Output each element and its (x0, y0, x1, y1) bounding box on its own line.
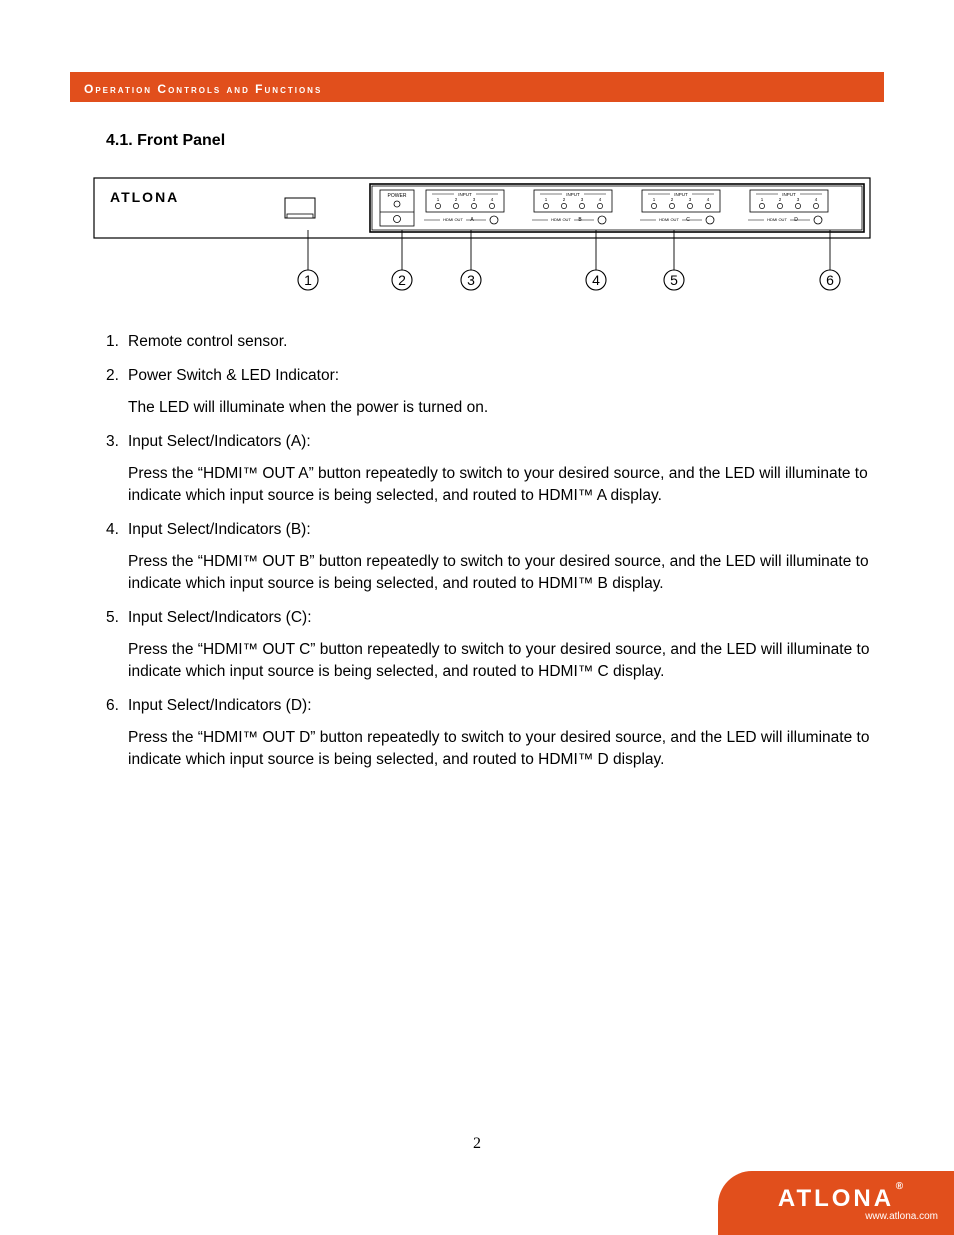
section-header-text: Operation Controls and Functions (84, 82, 322, 96)
front-panel-svg: ATLONAPOWERINPUT1234 HDMI OUTAINPUT1234 … (90, 172, 874, 302)
svg-text:POWER: POWER (388, 193, 407, 199)
svg-text:INPUT: INPUT (674, 192, 688, 197)
list-item-body: Press the “HDMI™ OUT B” button repeatedl… (128, 551, 884, 595)
svg-text:4: 4 (592, 272, 600, 288)
list-item-number: 2. (106, 365, 128, 387)
svg-text:INPUT: INPUT (458, 192, 472, 197)
list-item-body: Press the “HDMI™ OUT A” button repeatedl… (128, 463, 884, 507)
svg-text:INPUT: INPUT (782, 192, 796, 197)
list-item-number: 3. (106, 431, 128, 453)
svg-text:D: D (794, 217, 798, 223)
svg-text:6: 6 (826, 272, 834, 288)
section-header-bar: Operation Controls and Functions (70, 72, 884, 102)
footer-badge: ATLONA ® www.atlona.com (718, 1171, 954, 1235)
svg-text:5: 5 (670, 272, 678, 288)
list-item: 1.Remote control sensor. (106, 331, 884, 353)
list-item-number: 1. (106, 331, 128, 353)
svg-text:HDMI OUT: HDMI OUT (443, 217, 463, 222)
list-item-title: Input Select/Indicators (B): (128, 519, 884, 541)
svg-text:INPUT: INPUT (566, 192, 580, 197)
list-item: 4.Input Select/Indicators (B): (106, 519, 884, 541)
svg-text:ATLONA: ATLONA (110, 189, 179, 205)
list-item-body: The LED will illuminate when the power i… (128, 397, 884, 419)
list-item: 6.Input Select/Indicators (D): (106, 695, 884, 717)
list-item-body: Press the “HDMI™ OUT C” button repeatedl… (128, 639, 884, 683)
svg-text:1: 1 (304, 272, 312, 288)
svg-text:3: 3 (467, 272, 475, 288)
list-item: 2.Power Switch & LED Indicator: (106, 365, 884, 387)
list-item-number: 6. (106, 695, 128, 717)
list-item-title: Input Select/Indicators (D): (128, 695, 884, 717)
list-item-title: Remote control sensor. (128, 331, 884, 353)
list-item-title: Input Select/Indicators (A): (128, 431, 884, 453)
footer-brand: ATLONA ® (778, 1185, 894, 1213)
svg-text:HDMI OUT: HDMI OUT (767, 217, 787, 222)
list-item: 5.Input Select/Indicators (C): (106, 607, 884, 629)
footer-brand-text: ATLONA (778, 1185, 894, 1212)
registered-mark: ® (896, 1181, 906, 1192)
list-item-number: 4. (106, 519, 128, 541)
list-item-title: Input Select/Indicators (C): (128, 607, 884, 629)
description-list: 1.Remote control sensor.2.Power Switch &… (106, 331, 884, 771)
page-number: 2 (0, 1135, 954, 1153)
svg-text:HDMI OUT: HDMI OUT (659, 217, 679, 222)
list-item-body: Press the “HDMI™ OUT D” button repeatedl… (128, 727, 884, 771)
page: Operation Controls and Functions 4.1. Fr… (0, 0, 954, 1235)
front-panel-diagram: ATLONAPOWERINPUT1234 HDMI OUTAINPUT1234 … (90, 172, 884, 307)
list-item-title: Power Switch & LED Indicator: (128, 365, 884, 387)
svg-text:HDMI OUT: HDMI OUT (551, 217, 571, 222)
list-item-number: 5. (106, 607, 128, 629)
svg-text:2: 2 (398, 272, 406, 288)
svg-text:C: C (686, 217, 690, 223)
list-item: 3.Input Select/Indicators (A): (106, 431, 884, 453)
subsection-title: 4.1. Front Panel (106, 132, 884, 150)
